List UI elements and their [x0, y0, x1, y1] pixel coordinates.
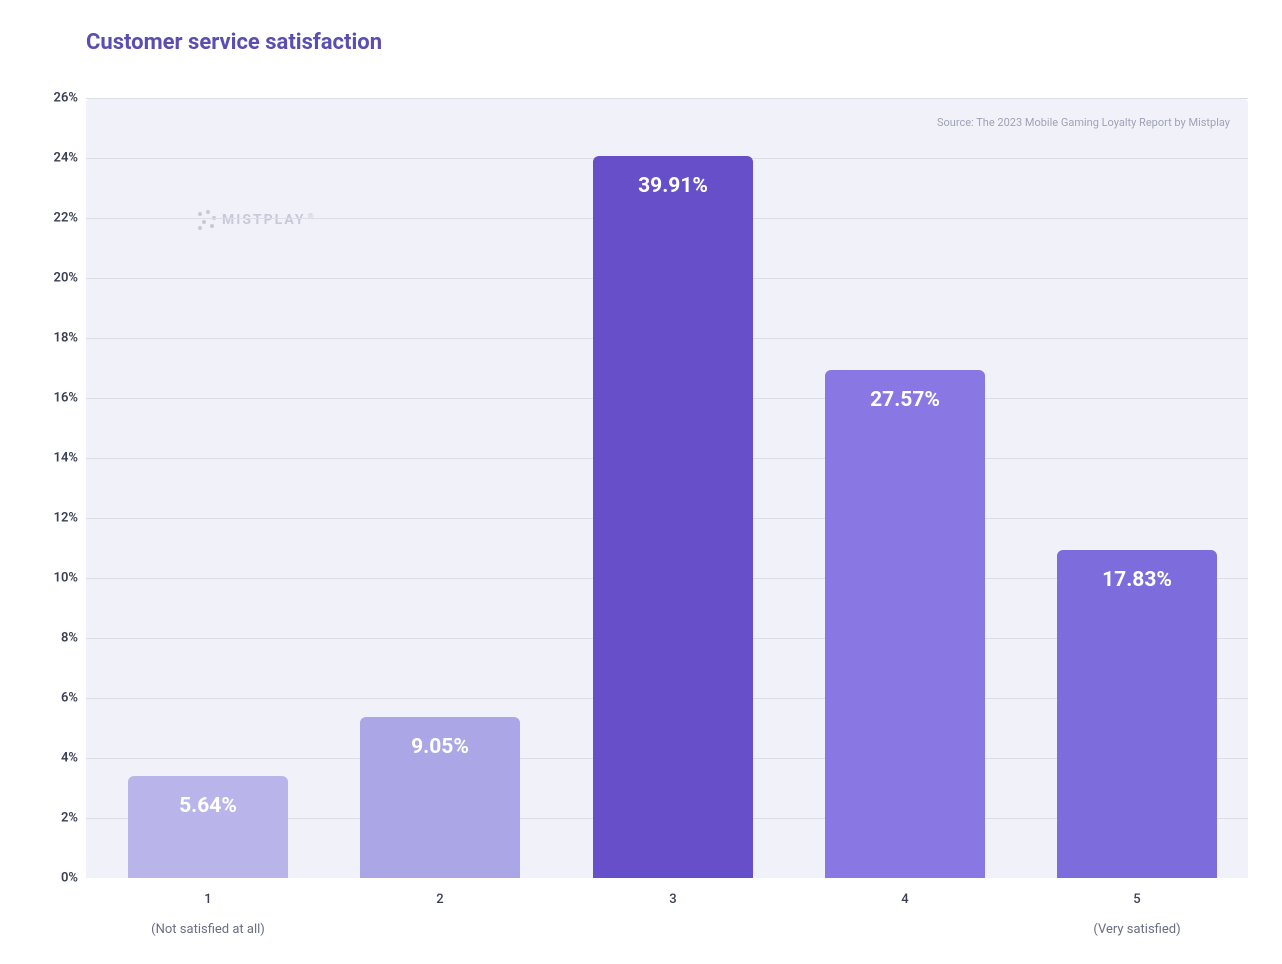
- bar: 39.91%: [593, 156, 753, 878]
- bar-value-label: 39.91%: [593, 174, 753, 198]
- chart-title: Customer service satisfaction: [86, 30, 382, 55]
- bar-value-label: 9.05%: [360, 735, 520, 759]
- x-sublabel-first: (Not satisfied at all): [151, 922, 265, 937]
- y-tick-label: 18%: [18, 331, 78, 346]
- x-tick-label: 3: [669, 892, 676, 907]
- y-tick-label: 2%: [18, 811, 78, 826]
- y-tick-label: 20%: [18, 271, 78, 286]
- bars-container: 5.64% 9.05% 39.91% 27.57% 17.83%: [86, 98, 1248, 878]
- x-tick-label: 5: [1133, 892, 1140, 907]
- y-tick-label: 12%: [18, 511, 78, 526]
- y-tick-label: 16%: [18, 391, 78, 406]
- x-sublabel-last: (Very satisfied): [1093, 922, 1180, 937]
- x-tick-label: 4: [901, 892, 908, 907]
- y-tick-label: 24%: [18, 151, 78, 166]
- bar: 9.05%: [360, 717, 520, 878]
- y-tick-label: 22%: [18, 211, 78, 226]
- y-tick-label: 6%: [18, 691, 78, 706]
- bar: 17.83%: [1057, 550, 1217, 878]
- y-tick-label: 10%: [18, 571, 78, 586]
- bar-value-label: 17.83%: [1057, 568, 1217, 592]
- y-tick-label: 14%: [18, 451, 78, 466]
- bar: 27.57%: [825, 370, 985, 878]
- bar: 5.64%: [128, 776, 288, 878]
- y-tick-label: 0%: [18, 871, 78, 886]
- bar-value-label: 5.64%: [128, 794, 288, 818]
- y-tick-label: 26%: [18, 91, 78, 106]
- y-tick-label: 8%: [18, 631, 78, 646]
- bar-value-label: 27.57%: [825, 388, 985, 412]
- x-tick-label: 2: [436, 892, 443, 907]
- x-tick-label: 1: [204, 892, 211, 907]
- y-tick-label: 4%: [18, 751, 78, 766]
